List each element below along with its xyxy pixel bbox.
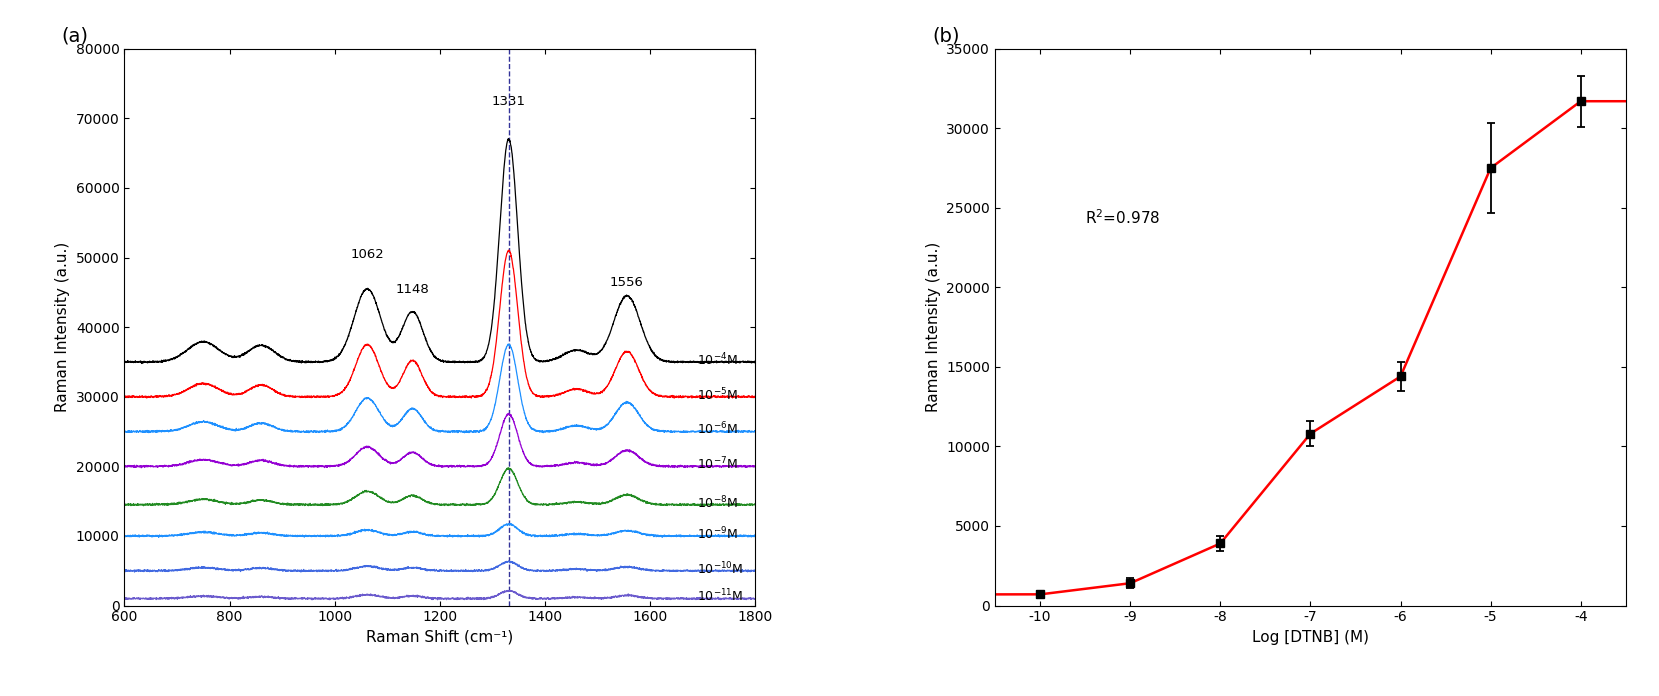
Y-axis label: Raman Intensity (a.u.): Raman Intensity (a.u.) xyxy=(55,242,70,412)
Text: 10$^{-8}$M: 10$^{-8}$M xyxy=(697,494,738,511)
Text: 10$^{-6}$M: 10$^{-6}$M xyxy=(697,421,738,438)
Text: 10$^{-7}$M: 10$^{-7}$M xyxy=(697,456,738,473)
X-axis label: Raman Shift (cm⁻¹): Raman Shift (cm⁻¹) xyxy=(367,630,514,645)
Text: 1331: 1331 xyxy=(491,95,526,108)
X-axis label: Log [DTNB] (M): Log [DTNB] (M) xyxy=(1253,630,1369,645)
Text: 1062: 1062 xyxy=(350,248,385,261)
Text: (a): (a) xyxy=(61,26,88,45)
Text: 10$^{-5}$M: 10$^{-5}$M xyxy=(697,386,738,403)
Text: (b): (b) xyxy=(932,26,959,45)
Text: 10$^{-10}$M: 10$^{-10}$M xyxy=(697,560,743,577)
Y-axis label: Raman Intensity (a.u.): Raman Intensity (a.u.) xyxy=(926,242,941,412)
Text: 10$^{-11}$M: 10$^{-11}$M xyxy=(697,588,743,605)
Text: 10$^{-4}$M: 10$^{-4}$M xyxy=(697,351,738,368)
Text: 1556: 1556 xyxy=(611,276,644,289)
Text: R$^2$=0.978: R$^2$=0.978 xyxy=(1085,208,1160,227)
Text: 10$^{-9}$M: 10$^{-9}$M xyxy=(697,525,738,542)
Text: 1148: 1148 xyxy=(395,283,430,296)
